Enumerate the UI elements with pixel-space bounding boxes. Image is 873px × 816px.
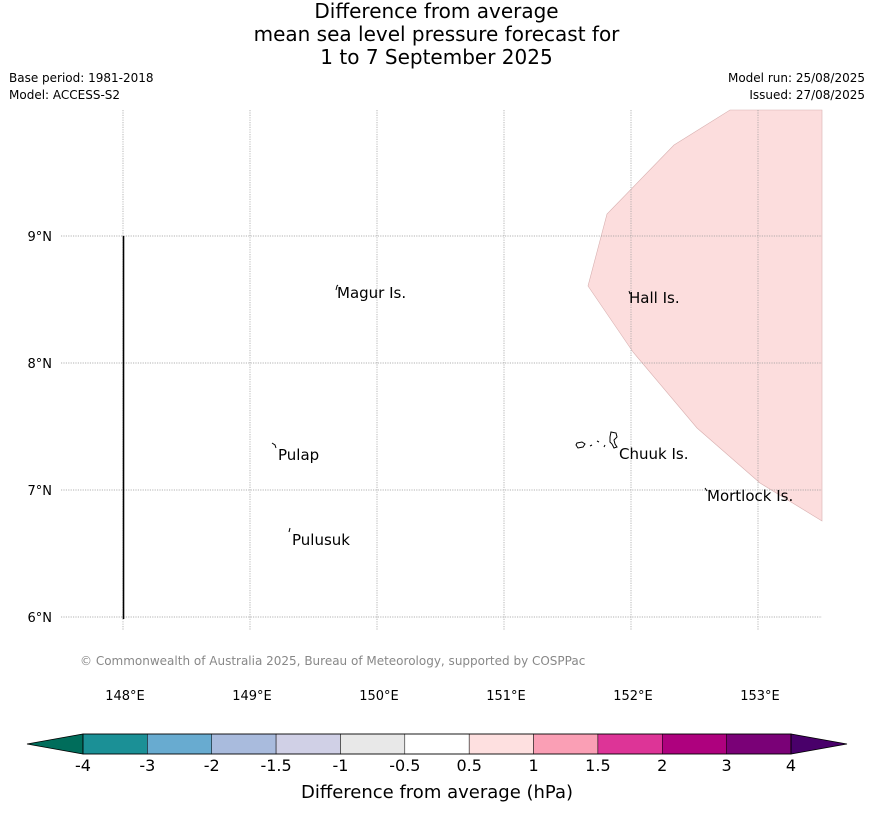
colorbar-tick-label: -3 bbox=[139, 756, 155, 775]
place-label-magur: Magur Is. bbox=[337, 284, 406, 302]
anomaly-shaded-region bbox=[587, 109, 823, 522]
copyright-text: © Commonwealth of Australia 2025, Bureau… bbox=[80, 654, 585, 668]
place-label-pulusuk: Pulusuk bbox=[292, 531, 350, 549]
place-label-chuuk: Chuuk Is. bbox=[619, 445, 688, 463]
lat-tick-8: 8°N bbox=[28, 357, 53, 372]
map-title: Difference from average mean sea level p… bbox=[0, 0, 873, 69]
place-label-hall: Hall Is. bbox=[629, 289, 680, 307]
colorbar-tick-label: 2 bbox=[657, 756, 667, 775]
pulap-island-shape bbox=[271, 442, 277, 449]
colorbar-tick-label: 1.5 bbox=[585, 756, 610, 775]
meta-left: Base period: 1981-2018 Model: ACCESS-S2 bbox=[9, 70, 154, 104]
colorbar-tick-label: -1 bbox=[332, 756, 348, 775]
colorbar-segment bbox=[533, 733, 599, 755]
colorbar-tick-label: -1.5 bbox=[260, 756, 291, 775]
lon-tick-153: 153°E bbox=[740, 689, 780, 704]
colorbar-tick-label: 3 bbox=[722, 756, 732, 775]
chuuk-lagoon-shape bbox=[575, 431, 618, 449]
colorbar-segment bbox=[468, 733, 534, 755]
pulusuk-island-shape bbox=[288, 527, 291, 533]
lat-tick-9: 9°N bbox=[28, 230, 53, 245]
colorbar-tick-label: 4 bbox=[786, 756, 796, 775]
lat-tick-7: 7°N bbox=[28, 484, 53, 499]
lon-tick-149: 149°E bbox=[232, 689, 272, 704]
colorbar-frame bbox=[82, 733, 792, 755]
magur-island-shape bbox=[335, 284, 339, 291]
title-line-2: mean sea level pressure forecast for bbox=[253, 22, 620, 46]
lon-tick-152: 152°E bbox=[613, 689, 653, 704]
colorbar-segment bbox=[275, 733, 341, 755]
lon-tick-labels: 148°E 149°E 150°E 151°E 152°E 153°E bbox=[105, 689, 780, 704]
issued-text: Issued: 27/08/2025 bbox=[749, 88, 865, 102]
place-label-pulap: Pulap bbox=[278, 446, 319, 464]
lon-tick-148: 148°E bbox=[105, 689, 145, 704]
colorbar-segment bbox=[597, 733, 663, 755]
colorbar-title: Difference from average (hPa) bbox=[301, 782, 573, 803]
colorbar-over-arrow bbox=[790, 733, 848, 755]
lon-tick-151: 151°E bbox=[486, 689, 526, 704]
colorbar-segment bbox=[726, 733, 792, 755]
colorbar-segments bbox=[82, 733, 792, 755]
model-text: Model: ACCESS-S2 bbox=[9, 88, 121, 102]
colorbar-segment bbox=[147, 733, 212, 755]
colorbar: -4 -3 -2 -1.5 -1 -0.5 0.5 1 1.5 2 3 4 Difference fr… bbox=[26, 733, 848, 803]
title-line-1: Difference from average bbox=[314, 0, 559, 23]
colorbar-tick-label: -4 bbox=[75, 756, 91, 775]
place-label-mortlock: Mortlock Is. bbox=[707, 487, 793, 505]
lat-tick-6: 6°N bbox=[28, 611, 53, 626]
colorbar-segment bbox=[82, 733, 148, 755]
colorbar-segment bbox=[340, 733, 406, 755]
colorbar-segment bbox=[211, 733, 277, 755]
base-period-text: Base period: 1981-2018 bbox=[9, 71, 154, 85]
colorbar-under-arrow bbox=[26, 733, 84, 755]
colorbar-tick-label: -2 bbox=[204, 756, 220, 775]
island-outlines bbox=[271, 284, 708, 533]
meta-right: Model run: 25/08/2025 Issued: 27/08/2025 bbox=[728, 70, 865, 104]
lat-tick-labels: 9°N 8°N 7°N 6°N bbox=[28, 230, 53, 626]
place-labels: Magur Is. Hall Is. Pulap Chuuk Is. Mortl… bbox=[278, 284, 793, 549]
colorbar-segment bbox=[404, 733, 470, 755]
colorbar-tick-label: 1 bbox=[528, 756, 538, 775]
mortlock-island-shape bbox=[704, 487, 708, 492]
lon-tick-150: 150°E bbox=[359, 689, 399, 704]
colorbar-tick-label: -0.5 bbox=[389, 756, 420, 775]
hall-island-shape bbox=[628, 290, 631, 295]
model-run-text: Model run: 25/08/2025 bbox=[727, 71, 865, 85]
colorbar-labels: -4 -3 -2 -1.5 -1 -0.5 0.5 1 1.5 2 3 4 bbox=[75, 756, 796, 775]
title-line-3: 1 to 7 September 2025 bbox=[320, 45, 553, 69]
colorbar-segment bbox=[662, 733, 727, 755]
colorbar-tick-label: 0.5 bbox=[456, 756, 481, 775]
